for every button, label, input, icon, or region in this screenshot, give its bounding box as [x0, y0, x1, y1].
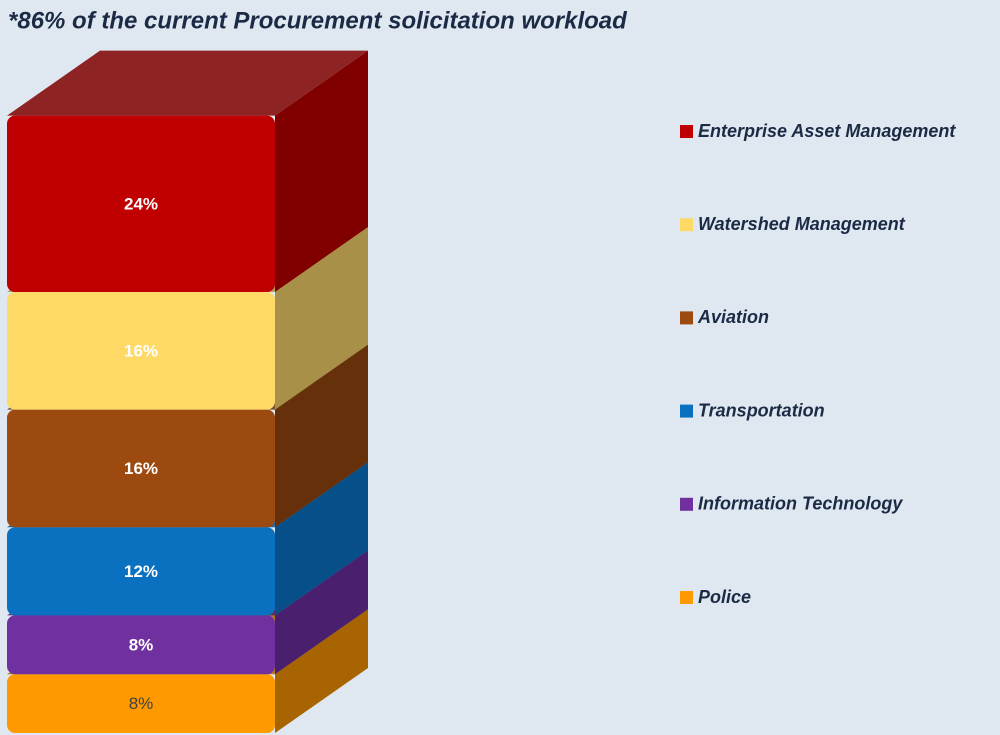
legend-label: Watershed Management	[698, 214, 906, 234]
legend-label: Enterprise Asset Management	[698, 121, 956, 141]
data-label: 12%	[124, 562, 158, 581]
bar	[7, 615, 275, 675]
bar-top	[7, 50, 368, 116]
data-label: 8%	[129, 694, 154, 713]
bar	[7, 674, 275, 733]
legend-label: Transportation	[698, 400, 825, 420]
bar	[7, 115, 275, 292]
legend-swatch	[680, 311, 693, 325]
bar-side	[275, 462, 368, 616]
bar-side	[275, 344, 368, 528]
data-label: 16%	[124, 459, 158, 478]
legend-swatch	[680, 218, 693, 232]
bar-side	[275, 550, 368, 675]
data-label: 16%	[124, 341, 158, 360]
legend-swatch	[680, 404, 693, 418]
bar-side	[275, 50, 368, 292]
data-label: 8%	[129, 635, 154, 654]
chart-title: *86% of the current Procurement solicita…	[8, 7, 628, 34]
bar	[7, 527, 275, 616]
data-label: 24%	[124, 194, 158, 213]
legend-label: Aviation	[697, 307, 769, 327]
legend-label: Information Technology	[698, 494, 903, 514]
legend-swatch	[680, 591, 693, 604]
bar	[7, 409, 275, 528]
legend-label: Police	[698, 587, 751, 607]
bar-side	[275, 609, 368, 733]
legend-swatch	[680, 125, 693, 138]
bar	[7, 292, 275, 410]
legend-swatch	[680, 497, 693, 511]
bar-side	[275, 227, 368, 410]
